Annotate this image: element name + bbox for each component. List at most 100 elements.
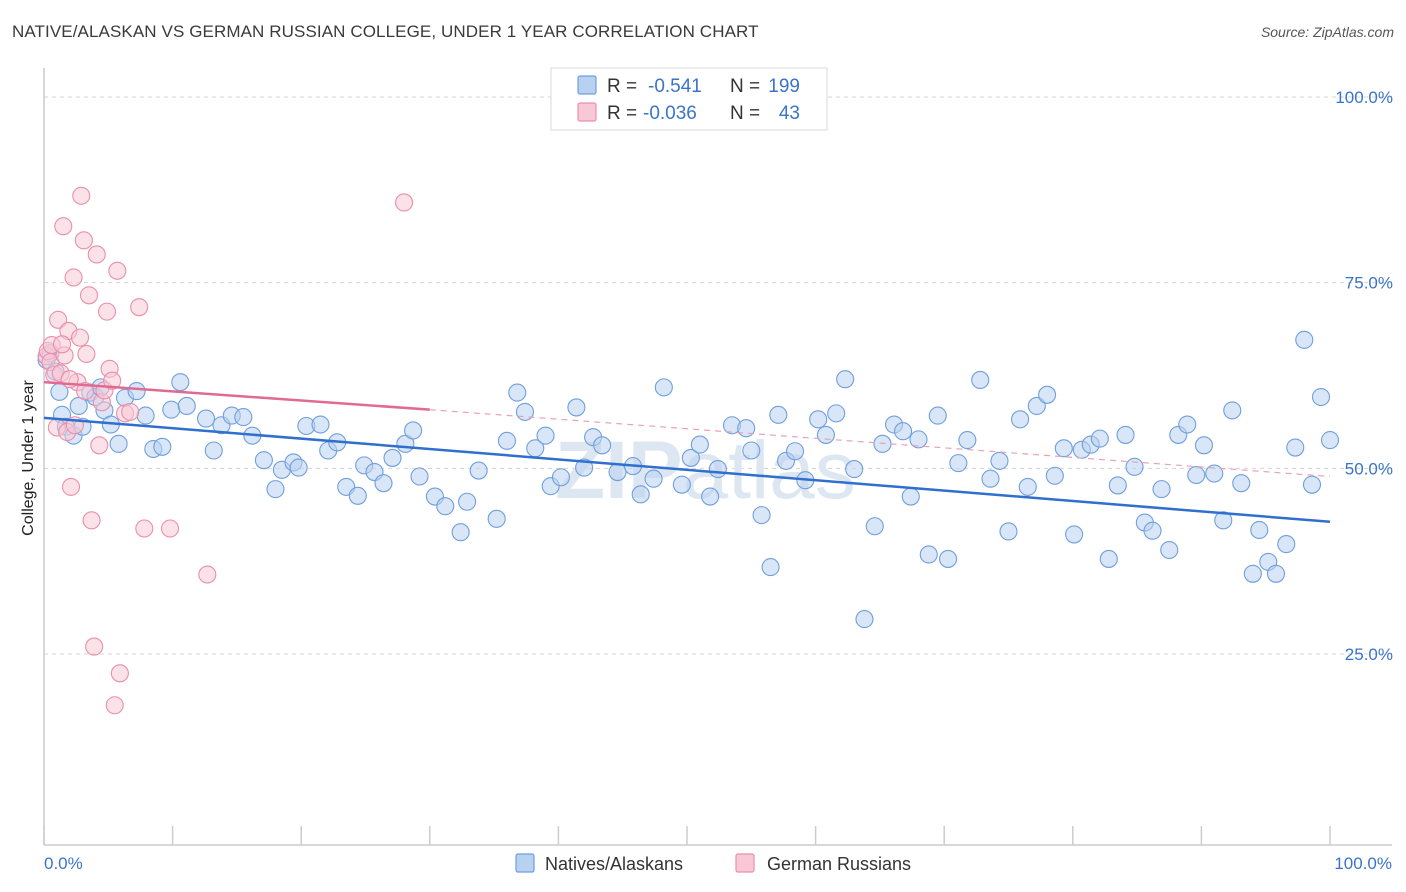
bottom-legend-swatch-german-russians	[735, 853, 755, 873]
legend-n-value-natives: 199	[768, 76, 800, 97]
y-tick-labels: 25.0% 50.0% 75.0% 100.0%	[1335, 88, 1393, 664]
natives-point-96	[928, 406, 947, 425]
legend-n-label-natives: N =	[730, 76, 760, 97]
chart-title: NATIVE/ALASKAN VS GERMAN RUSSIAN COLLEGE…	[12, 22, 759, 41]
natives-point-109	[1054, 439, 1073, 458]
natives-point-46	[410, 467, 429, 486]
natives-point-14	[109, 434, 128, 453]
natives-point-135	[1286, 438, 1305, 457]
german-russians-point-42	[76, 382, 95, 401]
bottom-legend: Natives/Alaskans German Russians	[515, 853, 911, 874]
natives-point-22	[177, 396, 196, 415]
natives-point-85	[827, 404, 846, 423]
natives-point-99	[958, 431, 977, 450]
german-russians-point-40	[52, 335, 72, 354]
natives-point-68	[654, 378, 673, 397]
natives-point-123	[1178, 415, 1197, 434]
natives-point-71	[690, 435, 709, 454]
natives-point-69	[672, 475, 691, 494]
natives-point-133	[1266, 564, 1286, 583]
natives-point-120	[1152, 480, 1171, 499]
y-tick-label-100: 100.0%	[1335, 88, 1393, 107]
natives-point-84	[816, 425, 835, 444]
german-russians-point-16	[70, 328, 90, 347]
natives-point-136	[1295, 330, 1314, 349]
natives-point-110	[1065, 525, 1084, 544]
german-russians-point-6	[49, 310, 68, 329]
natives-point-129	[1232, 474, 1251, 493]
natives-point-83	[809, 410, 828, 429]
legend-swatch-natives	[577, 75, 597, 95]
y-tick-label-75: 75.0%	[1345, 274, 1393, 293]
natives-point-81	[785, 442, 805, 461]
axes	[43, 68, 1392, 846]
natives-point-102	[990, 451, 1009, 470]
natives-point-57	[536, 426, 555, 445]
natives-point-92	[893, 422, 913, 441]
natives-point-29	[254, 451, 273, 470]
legend-n-value-german-russians: 43	[779, 103, 800, 124]
natives-point-76	[742, 441, 761, 460]
natives-point-103	[999, 522, 1018, 541]
natives-point-119	[1143, 521, 1162, 540]
source-credit: Source: ZipAtlas.com	[1260, 24, 1394, 40]
y-axis-title: College, Under 1 year	[20, 380, 37, 536]
natives-point-114	[1099, 549, 1118, 568]
native-alaskans-points	[37, 330, 1340, 629]
natives-point-101	[981, 469, 1000, 488]
natives-point-131	[1250, 520, 1269, 540]
natives-point-79	[769, 405, 788, 424]
natives-point-35	[311, 415, 330, 434]
gridlines	[44, 96, 1392, 655]
natives-point-127	[1214, 511, 1233, 530]
natives-point-50	[458, 492, 477, 511]
bottom-legend-swatch-natives	[515, 853, 535, 873]
x-tick-label-max: 100.0%	[1334, 854, 1392, 873]
german-russians-point-34	[121, 402, 140, 421]
x-tick-label-min: 0.0%	[44, 854, 83, 873]
german-russians-point-13	[64, 268, 83, 287]
german-russians-point-23	[87, 245, 106, 264]
german-russians-point-36	[135, 519, 154, 538]
natives-point-19	[153, 437, 172, 456]
natives-point-20	[162, 400, 181, 419]
natives-point-60	[567, 398, 586, 417]
german-russians-point-18	[74, 231, 93, 250]
natives-point-23	[196, 409, 216, 428]
german-russians-point-12	[61, 477, 81, 496]
natives-point-43	[383, 448, 402, 467]
legend-r-value-german-russians: -0.036	[643, 103, 697, 124]
legend-swatch-german-russians	[577, 102, 597, 122]
natives-point-125	[1194, 436, 1214, 455]
natives-point-117	[1125, 457, 1144, 476]
natives-point-66	[631, 485, 650, 504]
german-russians-point-29	[103, 371, 122, 390]
german-russians-point-38	[198, 565, 217, 584]
natives-point-115	[1108, 476, 1127, 495]
natives-point-53	[497, 431, 517, 450]
natives-point-49	[451, 523, 470, 542]
natives-point-16	[127, 382, 146, 401]
natives-point-128	[1223, 401, 1242, 420]
natives-point-89	[865, 517, 884, 536]
german-russians-point-19	[77, 344, 96, 364]
natives-point-30	[266, 480, 285, 499]
natives-point-86	[836, 370, 855, 389]
natives-point-39	[348, 486, 367, 505]
german-russians-point-8	[54, 217, 73, 236]
natives-point-24	[204, 441, 223, 460]
legend-r-value-natives: -0.541	[648, 76, 702, 97]
natives-point-73	[708, 460, 727, 479]
natives-point-17	[136, 406, 155, 425]
natives-point-107	[1038, 385, 1057, 404]
german-russians-point-30	[105, 696, 124, 715]
natives-point-67	[644, 469, 663, 488]
natives-point-42	[374, 474, 393, 493]
german-russians-point-21	[82, 511, 101, 530]
trend-lines	[43, 380, 1331, 524]
german-russians-point-31	[108, 261, 127, 280]
natives-point-104	[1011, 410, 1030, 429]
natives-point-113	[1090, 429, 1109, 448]
natives-point-94	[909, 430, 928, 449]
